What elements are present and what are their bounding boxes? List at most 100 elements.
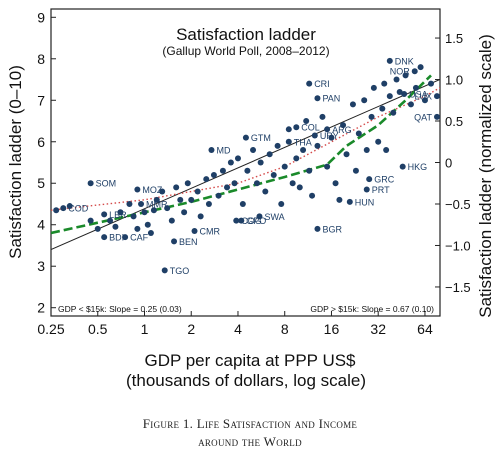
data-point [309,192,316,199]
y-tick-label: 4 [37,217,45,233]
point-label-pan: PAN [322,94,340,104]
point-label-lbr: LBR [109,210,127,220]
data-point [336,196,343,203]
x-tick-label: 8 [281,321,289,337]
data-point-hun [346,198,353,205]
data-point [239,200,246,207]
data-point-tgo [161,267,168,274]
x-tick-label: 64 [417,321,433,337]
point-label-gtm: GTM [251,133,271,143]
point-label-mmr: MMR [146,199,168,209]
data-point [234,155,241,162]
data-point [219,167,226,174]
data-point [173,184,180,191]
point-label-arg: ARG [332,125,352,135]
data-point [379,105,386,112]
data-point [368,113,375,120]
data-point [203,176,210,183]
data-point-ben [171,238,178,245]
data-point [278,200,285,207]
data-point [293,155,300,162]
chart-subtitle: (Gallup World Poll, 2008–2012) [162,44,329,58]
point-label-lux: LUX [414,92,432,102]
data-point [144,221,151,228]
data-point [407,101,414,108]
point-label-col: COL [301,123,320,133]
data-point-bdi [101,234,108,241]
data-point [427,80,434,87]
data-point [361,97,368,104]
data-point [244,167,251,174]
red-dotted-fit-line [51,87,440,211]
data-point [289,180,296,187]
point-label-moz: MOZ [142,185,162,195]
data-point [112,223,119,230]
data-point [340,122,347,129]
y-tick-label: 5 [37,175,45,191]
data-point [159,188,166,195]
data-point [134,225,141,232]
point-label-caf: CAF [130,233,149,243]
data-point-cmr [191,227,198,234]
data-point-prt [363,186,370,193]
data-point [352,167,359,174]
data-point [343,151,350,158]
data-point [164,205,171,212]
x-tick-label: 1 [141,321,149,337]
y-tick-label: 8 [37,51,45,67]
data-point [153,196,160,203]
data-point [393,76,400,83]
data-point [375,138,382,145]
point-label-usa: USA [409,90,428,100]
data-point [314,142,321,149]
y2-tick-label: −1.5 [445,280,471,295]
data-point-arg [324,126,331,133]
data-point-cod [60,205,67,212]
data-point-lux [434,93,440,100]
point-label-bdi: BDI [109,233,124,243]
data-point [250,147,257,154]
data-point [319,113,326,120]
data-point [412,84,419,91]
data-point [296,184,303,191]
point-label-dnk: DNK [395,56,414,66]
data-point [417,64,424,71]
data-point [349,101,356,108]
data-point [117,209,124,216]
data-point [177,196,184,203]
point-label-hun: HUN [355,197,375,207]
data-point [107,217,114,224]
linear-fit-line [51,79,440,251]
data-point-lbr [101,211,108,218]
data-point [197,213,204,220]
data-point-gpo [238,217,245,224]
y2-tick-label: 0.5 [445,114,463,129]
data-point-swa [256,213,263,220]
point-label-ben: BEN [179,237,198,247]
data-point [300,147,307,154]
figure-caption-line1: Figure 1. Life Satisfaction and Income [143,416,358,431]
data-point [370,84,377,91]
y-tick-label: 7 [37,92,45,108]
x-tick-label: 16 [324,321,340,337]
x-tick-label: 2 [187,321,195,337]
data-point [257,159,264,166]
point-label-hkg: HKG [408,162,428,172]
y2-tick-label: −1.0 [445,238,471,253]
y2-tick-label: 1.0 [445,73,463,88]
x-axis: 0.25 0.5 1 2 4 8 16 32 64 [37,311,433,337]
data-point-col [293,124,300,131]
point-label-som: SOM [96,179,117,189]
data-point-bgr [314,225,321,232]
y2-tick-label: 0 [445,156,452,171]
data-point-dnk [386,57,393,64]
chart-title: Satisfaction ladder [176,25,316,44]
data-point [363,147,370,154]
x-tick-label: 32 [370,321,386,337]
data-point [270,171,277,178]
data-point [210,171,217,178]
point-label-nor: NOR [390,67,411,77]
data-point-cri [306,80,313,87]
data-point [188,196,195,203]
